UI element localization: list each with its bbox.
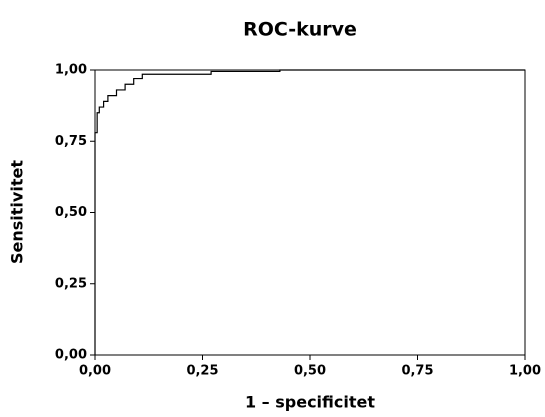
x-axis-title: 1 – specificitet — [245, 393, 375, 412]
y-axis-title: Sensitivitet — [8, 160, 27, 264]
x-tick-label: 1,00 — [509, 364, 541, 379]
x-tick-label: 0,00 — [79, 364, 111, 379]
y-tick-label: 0,25 — [55, 276, 87, 291]
y-tick-label: 0,50 — [55, 205, 87, 220]
chart-title: ROC-kurve — [243, 19, 357, 41]
y-tick-label: 0,00 — [55, 348, 87, 363]
y-tick-label: 0,75 — [55, 134, 87, 149]
plot-frame — [94, 69, 526, 356]
x-tick-label: 0,50 — [294, 364, 326, 379]
x-tick-label: 0,75 — [401, 364, 433, 379]
y-tick-label: 1,00 — [55, 63, 87, 78]
roc-curve — [94, 69, 525, 355]
x-tick-label: 0,25 — [186, 364, 218, 379]
